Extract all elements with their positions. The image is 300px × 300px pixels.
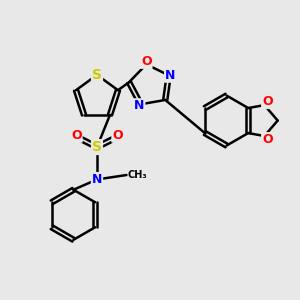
Text: N: N [165, 69, 175, 82]
Text: S: S [92, 68, 102, 82]
Text: O: O [112, 129, 123, 142]
Text: N: N [134, 99, 144, 112]
Text: O: O [262, 95, 273, 108]
Text: N: N [92, 173, 102, 186]
Text: S: S [92, 140, 102, 154]
Text: O: O [71, 129, 82, 142]
Text: O: O [141, 55, 152, 68]
Text: CH₃: CH₃ [128, 170, 148, 180]
Text: O: O [262, 133, 273, 146]
